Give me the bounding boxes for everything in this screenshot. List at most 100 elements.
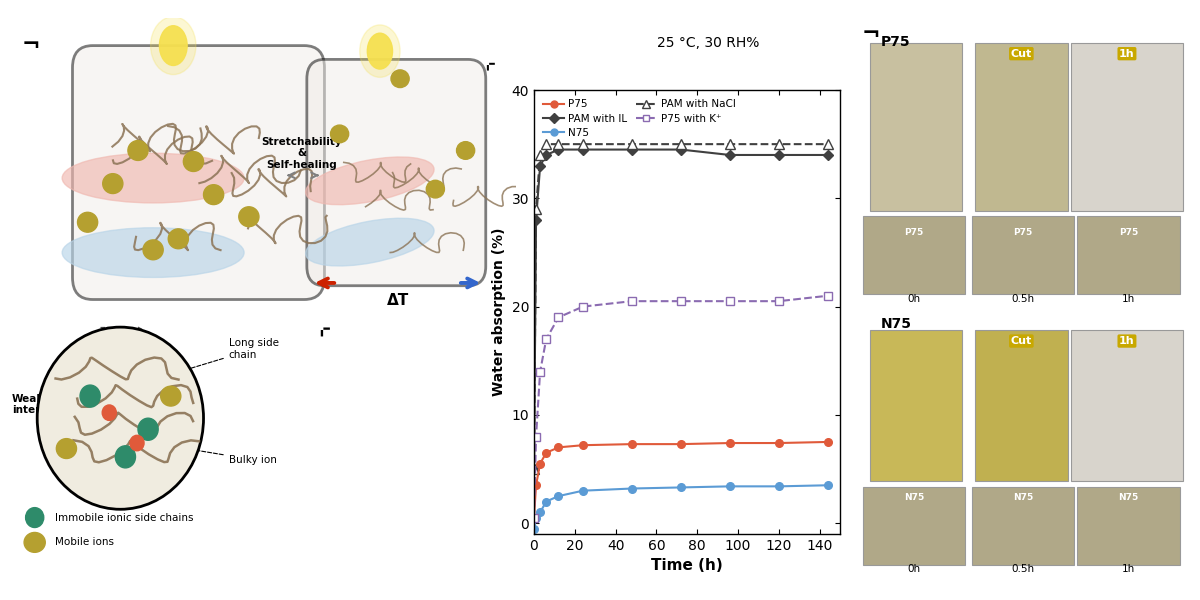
Line: P75 with K⁺: P75 with K⁺: [530, 292, 832, 521]
P75: [533, 460, 547, 467]
Text: 0h: 0h: [907, 294, 920, 304]
P75: [821, 439, 835, 446]
Y-axis label: Water absorption (%): Water absorption (%): [492, 228, 506, 396]
N75: [772, 483, 786, 490]
Text: ¬: ¬: [862, 23, 880, 44]
N75: [625, 485, 640, 492]
Ellipse shape: [391, 70, 409, 88]
N75: [533, 509, 547, 516]
Text: 1h: 1h: [1122, 564, 1135, 574]
Ellipse shape: [151, 17, 196, 74]
Line: P75: P75: [530, 438, 832, 521]
Text: N75: N75: [904, 493, 924, 502]
P75 with K⁺: [551, 314, 565, 321]
FancyBboxPatch shape: [972, 216, 1074, 294]
P75 with K⁺: [529, 433, 544, 440]
Ellipse shape: [56, 439, 77, 458]
Line: N75: N75: [530, 481, 832, 532]
PAM with NaCl: [533, 151, 547, 158]
PAM with IL: [576, 146, 590, 153]
PAM with IL: [527, 466, 541, 473]
PAM with IL: [551, 146, 565, 153]
PAM with NaCl: [576, 140, 590, 148]
Ellipse shape: [204, 185, 223, 205]
Ellipse shape: [367, 33, 392, 69]
PAM with NaCl: [551, 140, 565, 148]
P75 with K⁺: [527, 514, 541, 521]
Line: PAM with IL: PAM with IL: [530, 146, 832, 473]
Ellipse shape: [426, 180, 444, 198]
FancyBboxPatch shape: [870, 43, 962, 211]
P75: [673, 440, 688, 448]
PAM with IL: [533, 162, 547, 169]
N75: [551, 493, 565, 500]
Text: Immobile ionic side chains: Immobile ionic side chains: [55, 512, 193, 523]
FancyBboxPatch shape: [1070, 43, 1183, 211]
PAM with IL: [673, 146, 688, 153]
Ellipse shape: [143, 240, 163, 260]
Text: 0.5h: 0.5h: [1012, 564, 1034, 574]
Ellipse shape: [161, 386, 181, 406]
N75: [722, 483, 737, 490]
N75: [673, 484, 688, 491]
Text: 0.5h: 0.5h: [1012, 294, 1034, 304]
P75: [772, 439, 786, 446]
Text: ¬: ¬: [22, 35, 41, 55]
PAM with NaCl: [722, 140, 737, 148]
Circle shape: [130, 436, 144, 451]
P75: [529, 482, 544, 489]
N75: [529, 514, 544, 521]
P75 with K⁺: [821, 292, 835, 299]
FancyBboxPatch shape: [72, 46, 324, 299]
Ellipse shape: [168, 229, 188, 249]
Ellipse shape: [62, 153, 244, 203]
Circle shape: [80, 385, 101, 407]
PAM with IL: [539, 151, 553, 158]
FancyBboxPatch shape: [972, 487, 1074, 565]
P75: [722, 439, 737, 446]
Text: Weak
interaction: Weak interaction: [12, 394, 77, 415]
N75: [527, 525, 541, 532]
PAM with IL: [821, 151, 835, 158]
FancyBboxPatch shape: [1078, 216, 1180, 294]
FancyBboxPatch shape: [976, 331, 1068, 481]
Ellipse shape: [360, 25, 400, 77]
PAM with NaCl: [821, 140, 835, 148]
N75: [539, 498, 553, 505]
Circle shape: [138, 418, 158, 440]
P75 with K⁺: [539, 335, 553, 343]
Text: P75: P75: [881, 35, 911, 49]
PAM with NaCl: [527, 466, 541, 473]
PAM with IL: [625, 146, 640, 153]
Circle shape: [25, 508, 43, 527]
P75 with K⁺: [673, 298, 688, 305]
P75: [527, 514, 541, 521]
Text: 1h: 1h: [1120, 336, 1135, 346]
Text: 1h: 1h: [1122, 294, 1135, 304]
FancyBboxPatch shape: [863, 216, 965, 294]
Ellipse shape: [128, 140, 148, 160]
Ellipse shape: [160, 26, 187, 65]
Ellipse shape: [239, 207, 259, 227]
FancyBboxPatch shape: [863, 487, 965, 565]
Text: N75: N75: [881, 317, 912, 331]
Line: PAM with NaCl: PAM with NaCl: [529, 140, 833, 473]
Text: Cut: Cut: [1010, 49, 1032, 59]
Text: ⌌: ⌌: [479, 53, 494, 72]
Ellipse shape: [306, 218, 434, 266]
Ellipse shape: [306, 157, 434, 205]
Ellipse shape: [456, 142, 475, 160]
N75: [576, 487, 590, 494]
Text: ΔT: ΔT: [386, 293, 409, 308]
Text: Stretchability
&
Self-healing: Stretchability & Self-healing: [262, 137, 342, 170]
P75: [539, 449, 553, 457]
Circle shape: [102, 405, 116, 421]
P75 with K⁺: [772, 298, 786, 305]
PAM with NaCl: [539, 140, 553, 148]
X-axis label: Time (h): Time (h): [652, 559, 722, 574]
Text: Bulky ion: Bulky ion: [188, 449, 276, 464]
PAM with IL: [772, 151, 786, 158]
FancyBboxPatch shape: [870, 331, 962, 481]
Ellipse shape: [78, 212, 97, 232]
FancyBboxPatch shape: [976, 43, 1068, 211]
